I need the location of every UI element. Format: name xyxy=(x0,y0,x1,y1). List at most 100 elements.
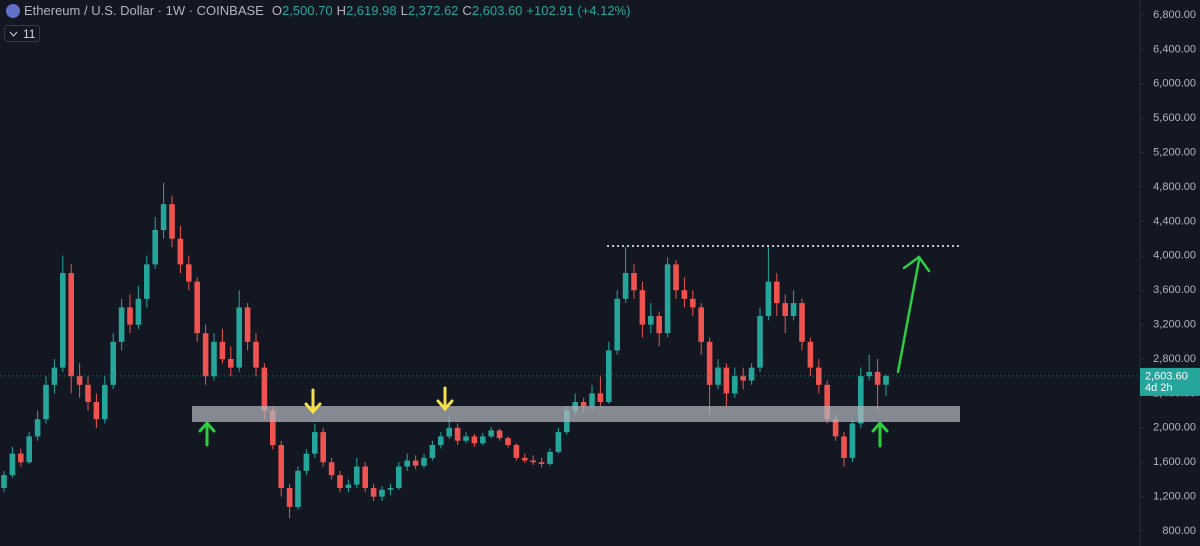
candle-body xyxy=(1,475,7,489)
candle-body xyxy=(622,273,629,299)
candle-body xyxy=(690,298,696,308)
candle-body xyxy=(85,384,91,403)
y-tick-label: 2,800.00 xyxy=(1153,353,1196,365)
ohlc-key: H xyxy=(336,3,346,18)
candle-body xyxy=(93,402,100,420)
change: +102.91 (+4.12%) xyxy=(526,3,631,18)
candle-body xyxy=(866,371,872,377)
candle-body xyxy=(463,436,469,441)
candle-body xyxy=(832,419,839,437)
ohlc-value: 2,372.62 xyxy=(407,3,459,18)
candle-body xyxy=(320,432,326,463)
candle-body xyxy=(186,264,192,282)
candle-body xyxy=(883,375,889,385)
y-tick-label: 6,800.00 xyxy=(1153,9,1196,21)
candle-body xyxy=(664,264,671,334)
candle-body xyxy=(874,371,881,385)
y-tick-label: 1,200.00 xyxy=(1153,491,1196,503)
candle-body xyxy=(748,367,755,381)
candle-body xyxy=(43,384,49,420)
candle-body xyxy=(127,307,133,325)
candle-body xyxy=(286,488,293,507)
candle-body xyxy=(345,484,352,489)
indicator-count: 11 xyxy=(23,26,36,41)
up-arrow xyxy=(871,420,889,448)
candle-body xyxy=(471,436,478,444)
candle-body xyxy=(135,298,142,325)
candle-body xyxy=(228,359,234,368)
candle-body xyxy=(589,393,595,407)
candle-body xyxy=(253,341,259,368)
candle-body xyxy=(362,466,368,489)
candle-body xyxy=(757,316,763,368)
ohlc-value: 2,619.98 xyxy=(345,3,397,18)
chevron xyxy=(9,31,18,37)
candle-body xyxy=(698,307,704,342)
y-tick-label: 4,400.00 xyxy=(1153,215,1196,227)
candle-body xyxy=(110,341,116,385)
candle-body xyxy=(270,410,276,446)
y-tick-label: 6,000.00 xyxy=(1153,78,1196,90)
candle-body xyxy=(211,341,217,377)
y-tick-label: 6,400.00 xyxy=(1153,43,1196,55)
candle-body xyxy=(480,436,486,444)
candle-body xyxy=(547,451,553,464)
candle-body xyxy=(244,307,251,342)
ohlc: O2,500.70 H2,619.98 L2,372.62 C2,603.60 xyxy=(268,3,523,18)
up-arrow xyxy=(198,420,216,447)
candle-body xyxy=(799,303,805,342)
candle-body xyxy=(631,273,637,291)
candles xyxy=(0,182,1140,519)
candle-body xyxy=(202,333,209,377)
indicator-toggle[interactable]: 11 xyxy=(4,25,40,42)
candle-body xyxy=(354,466,360,485)
price-tag-box xyxy=(1140,367,1200,396)
candle-body xyxy=(412,460,419,466)
y-tick-label: 3,600.00 xyxy=(1153,284,1196,296)
candle-body xyxy=(60,273,66,368)
y-tick-label: 3,200.00 xyxy=(1153,319,1196,331)
candle-body xyxy=(849,423,856,458)
candle-body xyxy=(421,457,427,466)
candle-body xyxy=(555,432,562,452)
candle-body xyxy=(379,489,385,497)
candle-body xyxy=(144,264,150,299)
symbol: Ethereum / U.S. Dollar · 1W · COINBASE xyxy=(24,3,264,18)
up-arrows xyxy=(198,255,931,448)
candle-body xyxy=(816,367,822,385)
candle-body xyxy=(370,488,377,497)
candle-body xyxy=(782,303,788,317)
candle-body xyxy=(673,264,679,291)
candle-body xyxy=(9,453,16,476)
down-arrow xyxy=(436,386,454,412)
candle-body xyxy=(261,367,268,411)
candle-body xyxy=(438,436,444,446)
candle-body xyxy=(513,445,520,458)
candle-body xyxy=(790,303,797,317)
candle-body xyxy=(34,419,41,437)
candle-body xyxy=(396,466,402,489)
y-tick-label: 4,000.00 xyxy=(1153,250,1196,262)
candle-body xyxy=(337,475,343,489)
candle-body xyxy=(102,384,108,420)
candle-body xyxy=(774,281,780,304)
candle-body xyxy=(68,273,74,377)
y-tick-label: 5,600.00 xyxy=(1153,112,1196,124)
candle-body xyxy=(488,430,494,437)
candle-body xyxy=(454,427,461,441)
candle-body xyxy=(807,341,814,368)
candle-body xyxy=(118,307,125,342)
candle-body xyxy=(715,367,721,385)
candle-body xyxy=(76,376,83,385)
candle-body xyxy=(648,316,654,325)
candle-body xyxy=(312,432,318,454)
support-zone xyxy=(192,406,960,422)
candle-body xyxy=(580,402,587,407)
ohlc-value: 2,603.60 xyxy=(471,3,523,18)
candle-body xyxy=(732,376,738,394)
candle-body xyxy=(219,341,226,360)
candle-body xyxy=(614,298,620,351)
y-tick-label: 4,800.00 xyxy=(1153,181,1196,193)
candle-body xyxy=(152,229,158,265)
